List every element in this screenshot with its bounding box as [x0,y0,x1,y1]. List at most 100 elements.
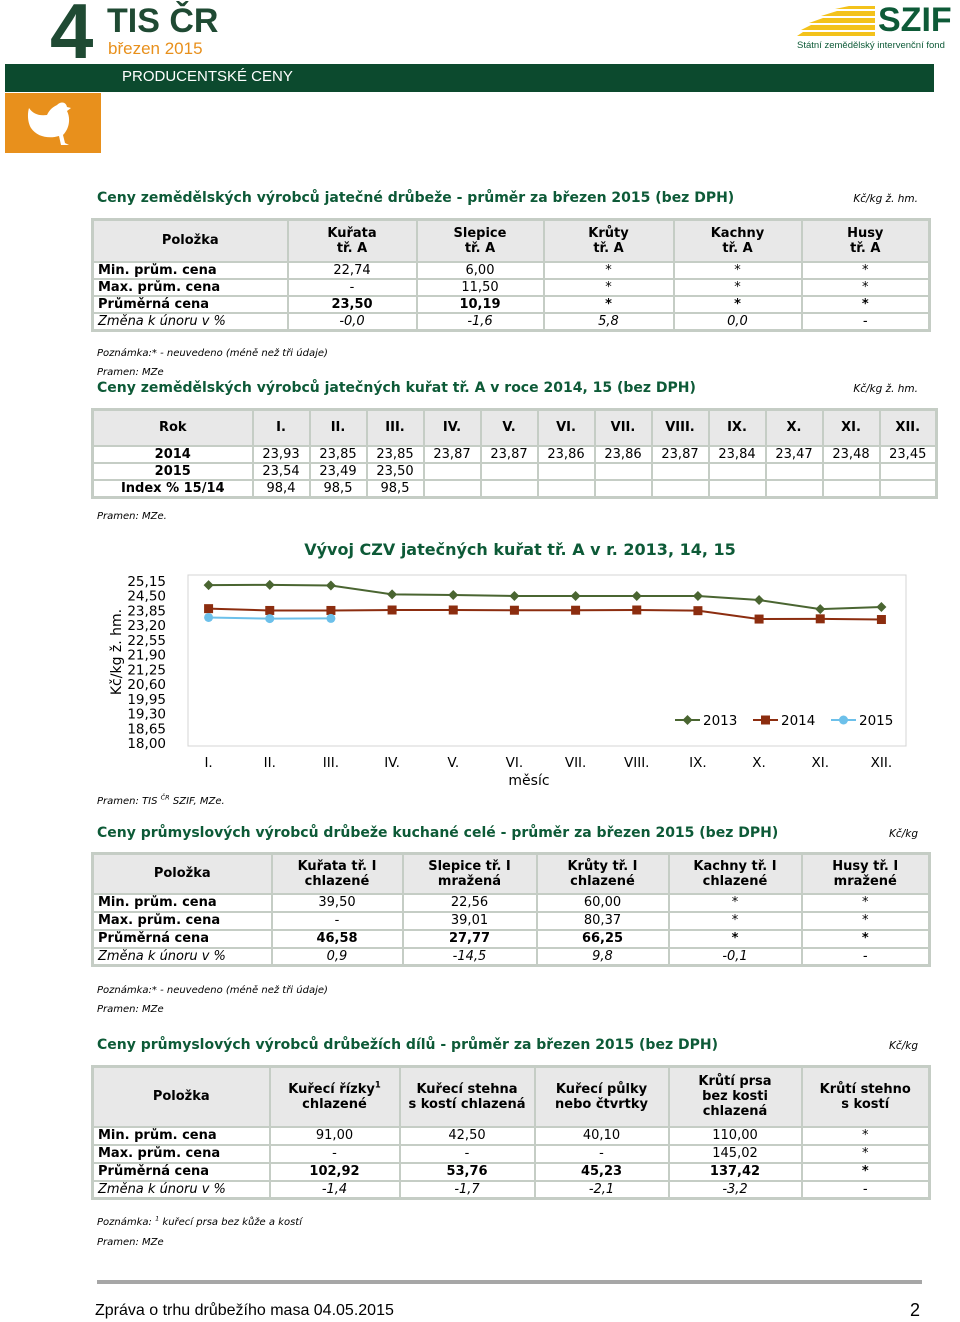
table-cell: -1,4 [268,1179,401,1200]
table-cell: Min. prům. cena [91,260,289,280]
table-cell: 66,25 [535,928,670,949]
x-tick-label: XI. [811,755,829,771]
data-point [509,605,519,615]
header-cell: X. [764,408,824,447]
table-cell: 23,85 [365,444,425,464]
table-row: Min. prům. cena 22,74 6,00 * * * [91,260,931,280]
header-cell: Kuřecí řízky1 chlazené [268,1065,401,1128]
header-cell: Kuřecí půlky nebo čtvrtky [533,1065,670,1128]
empty-cell [536,478,596,498]
x-tick-label: I. [204,755,212,771]
data-point [204,604,214,614]
plot-frame [187,574,907,747]
y-tick-label: 23,85 [127,603,166,619]
table-cell: 45,23 [533,1161,670,1182]
empty-cell [479,478,539,498]
x-tick-label: VII. [565,755,587,771]
x-tick-label: VI. [506,755,524,771]
unit-label: Kč/kg ž. hm. [853,383,918,395]
table-cell: - [398,1143,536,1164]
section-title: Ceny průmyslových výrobců drůbežích dílů… [97,1037,718,1053]
table-cell: 23,50 [365,461,425,481]
data-point [265,605,275,615]
empty-cell [593,478,653,498]
data-point [387,589,398,600]
table-cell: 0,0 [672,311,803,331]
header-cell: Husy tř. A [800,218,931,263]
table-cell: 23,49 [308,461,368,481]
table-cell: 145,02 [667,1143,803,1164]
table-row: Průměrná cena 102,92 53,76 45,23 137,42 * [91,1161,931,1182]
y-tick-label: 21,90 [127,648,166,664]
table-cell: -14,5 [401,946,538,967]
header-cell: IV. [422,408,482,447]
y-tick-label: 19,30 [127,707,166,723]
table-cell: * [542,294,675,314]
header-cell: VII. [593,408,653,447]
x-tick-label: VIII. [624,755,649,771]
header-cell: Kuřecí stehna s kostí chlazená [398,1065,536,1128]
data-point [876,615,886,625]
header-cell: Slepice tř. A [415,218,545,263]
data-point [325,580,336,591]
table-cell: * [672,260,803,280]
table-cell: 23,84 [707,444,767,464]
table-source: Pramen: MZe [97,367,164,378]
text-part: Pramen: TIS [97,796,161,807]
y-tick-label: 18,65 [127,721,166,737]
header-cell: I. [251,408,311,447]
table-cell: -1,6 [415,311,545,331]
header-cell: VI. [536,408,596,447]
header-cell: Kuřata tř. A [286,218,418,263]
x-tick-label: X. [752,755,766,771]
table-cell: * [800,1125,931,1146]
data-point [754,614,764,624]
chart-source: Pramen: TIS ČR SZIF, MZe. [97,794,225,807]
legend-label: 2014 [781,713,815,729]
table-cell: Průměrná cena [91,928,273,949]
x-axis-label: měsíc [508,773,549,789]
data-point [631,590,642,601]
table-cell: * [672,294,803,314]
table-cell: -0,0 [286,311,418,331]
table-cell: Změna k únoru v % [91,311,289,331]
legend-label: 2015 [859,713,893,729]
table-cell: 2014 [91,444,254,464]
table-cell: * [672,277,803,297]
table-cell: Max. prům. cena [91,1143,271,1164]
legend-marker [839,715,848,725]
series-line [208,583,882,611]
y-axis-label: Kč/kg ž. hm. [109,609,125,695]
table-cell: Průměrná cena [91,294,289,314]
table-cell: 23,48 [821,444,881,464]
data-point [326,613,336,623]
empty-cell [821,461,881,481]
text-part: SZIF, MZe. [169,796,225,807]
table-cell: 39,01 [401,910,538,931]
table-cell: - [270,910,404,931]
header-cell: Krůty tř. A [542,218,675,263]
table-cell: * [800,928,931,949]
header-row: Položka Kuřata tř. A Slepice tř. A Krůty tř… [91,218,931,263]
table-cell: 91,00 [268,1125,401,1146]
superscript: 1 [155,1214,160,1223]
empty-cell [878,478,938,498]
table-cell: * [800,910,931,931]
data-table: Položka Kuřecí řízky1 chlazené Kuřecí steh… [91,1065,931,1200]
header-cell: Krůty tř. I chlazené [535,852,670,895]
footer-text: Zpráva o trhu drůbežího masa 04.05.2015 [95,1302,394,1319]
header-row: Položka Kuřata tř. I chlazené Slepice tř. … [91,852,931,895]
table-cell: 11,50 [415,277,545,297]
table-cell: Změna k únoru v % [91,1179,271,1200]
data-point [632,605,642,615]
header-cell: Kuřata tř. I chlazené [270,852,404,895]
data-point [509,590,520,601]
data-table: Položka Kuřata tř. A Slepice tř. A Krůty tř… [91,218,931,332]
unit-label: Kč/kg [889,828,918,840]
header-cell: Kachny tř. I chlazené [667,852,803,895]
szif-logo: SZIF [878,1,952,39]
header-cell: V. [479,408,539,447]
table-cell: - [800,311,931,331]
data-point [387,605,397,615]
empty-cell [593,461,653,481]
